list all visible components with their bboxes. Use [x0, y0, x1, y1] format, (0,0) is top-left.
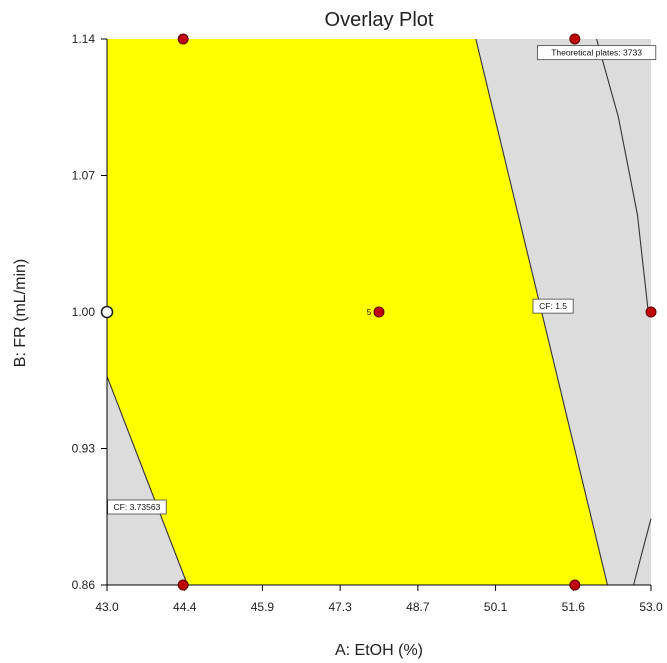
contour-label: Theoretical plates: 3733 [537, 45, 657, 61]
design-point [569, 579, 581, 591]
x-tick-label: 51.6 [562, 600, 586, 614]
design-point-label: 5 [367, 308, 372, 317]
y-tick-label: 1.07 [72, 169, 96, 183]
contour-label-box [107, 499, 167, 515]
contour-label: CF: 1.5 [532, 298, 574, 314]
design-point-open [100, 305, 114, 319]
x-tick-label: 53.0 [639, 600, 663, 614]
design-point [645, 306, 657, 318]
design-point [177, 33, 189, 45]
x-axis-label: A: EtOH (%) [335, 642, 423, 659]
x-tick-label: 44.4 [173, 600, 197, 614]
contour-line [633, 518, 652, 586]
plot-area: CF: 1.5 CF: 3.73563 Theoretical plates: 37… [72, 32, 663, 614]
contour-label-text: CF: 1.5 [539, 301, 567, 311]
contour-label-text: Theoretical plates: 3733 [551, 48, 642, 58]
y-tick-label: 1.00 [72, 305, 96, 319]
design-point [373, 306, 385, 318]
x-tick-label: 45.9 [251, 600, 275, 614]
x-tick-label: 47.3 [328, 600, 352, 614]
contour-line [596, 38, 649, 313]
feasible-region [107, 39, 608, 585]
design-point [177, 579, 189, 591]
design-point [569, 33, 581, 45]
contour-label-box [532, 298, 574, 314]
contour-label-box [537, 45, 657, 61]
y-axis-label: B: FR (mL/min) [12, 259, 29, 367]
chart-title: Overlay Plot [325, 9, 434, 31]
contour-label-text: CF: 3.73563 [114, 502, 161, 512]
y-tick-label: 1.14 [72, 32, 96, 46]
contour-line [106, 376, 189, 586]
x-tick-label: 50.1 [484, 600, 508, 614]
contour-label: CF: 3.73563 [107, 499, 167, 515]
x-tick-label: 43.0 [95, 600, 119, 614]
y-tick-label: 0.93 [72, 442, 96, 456]
x-tick-label: 48.7 [406, 600, 430, 614]
y-tick-label: 0.86 [72, 578, 96, 592]
